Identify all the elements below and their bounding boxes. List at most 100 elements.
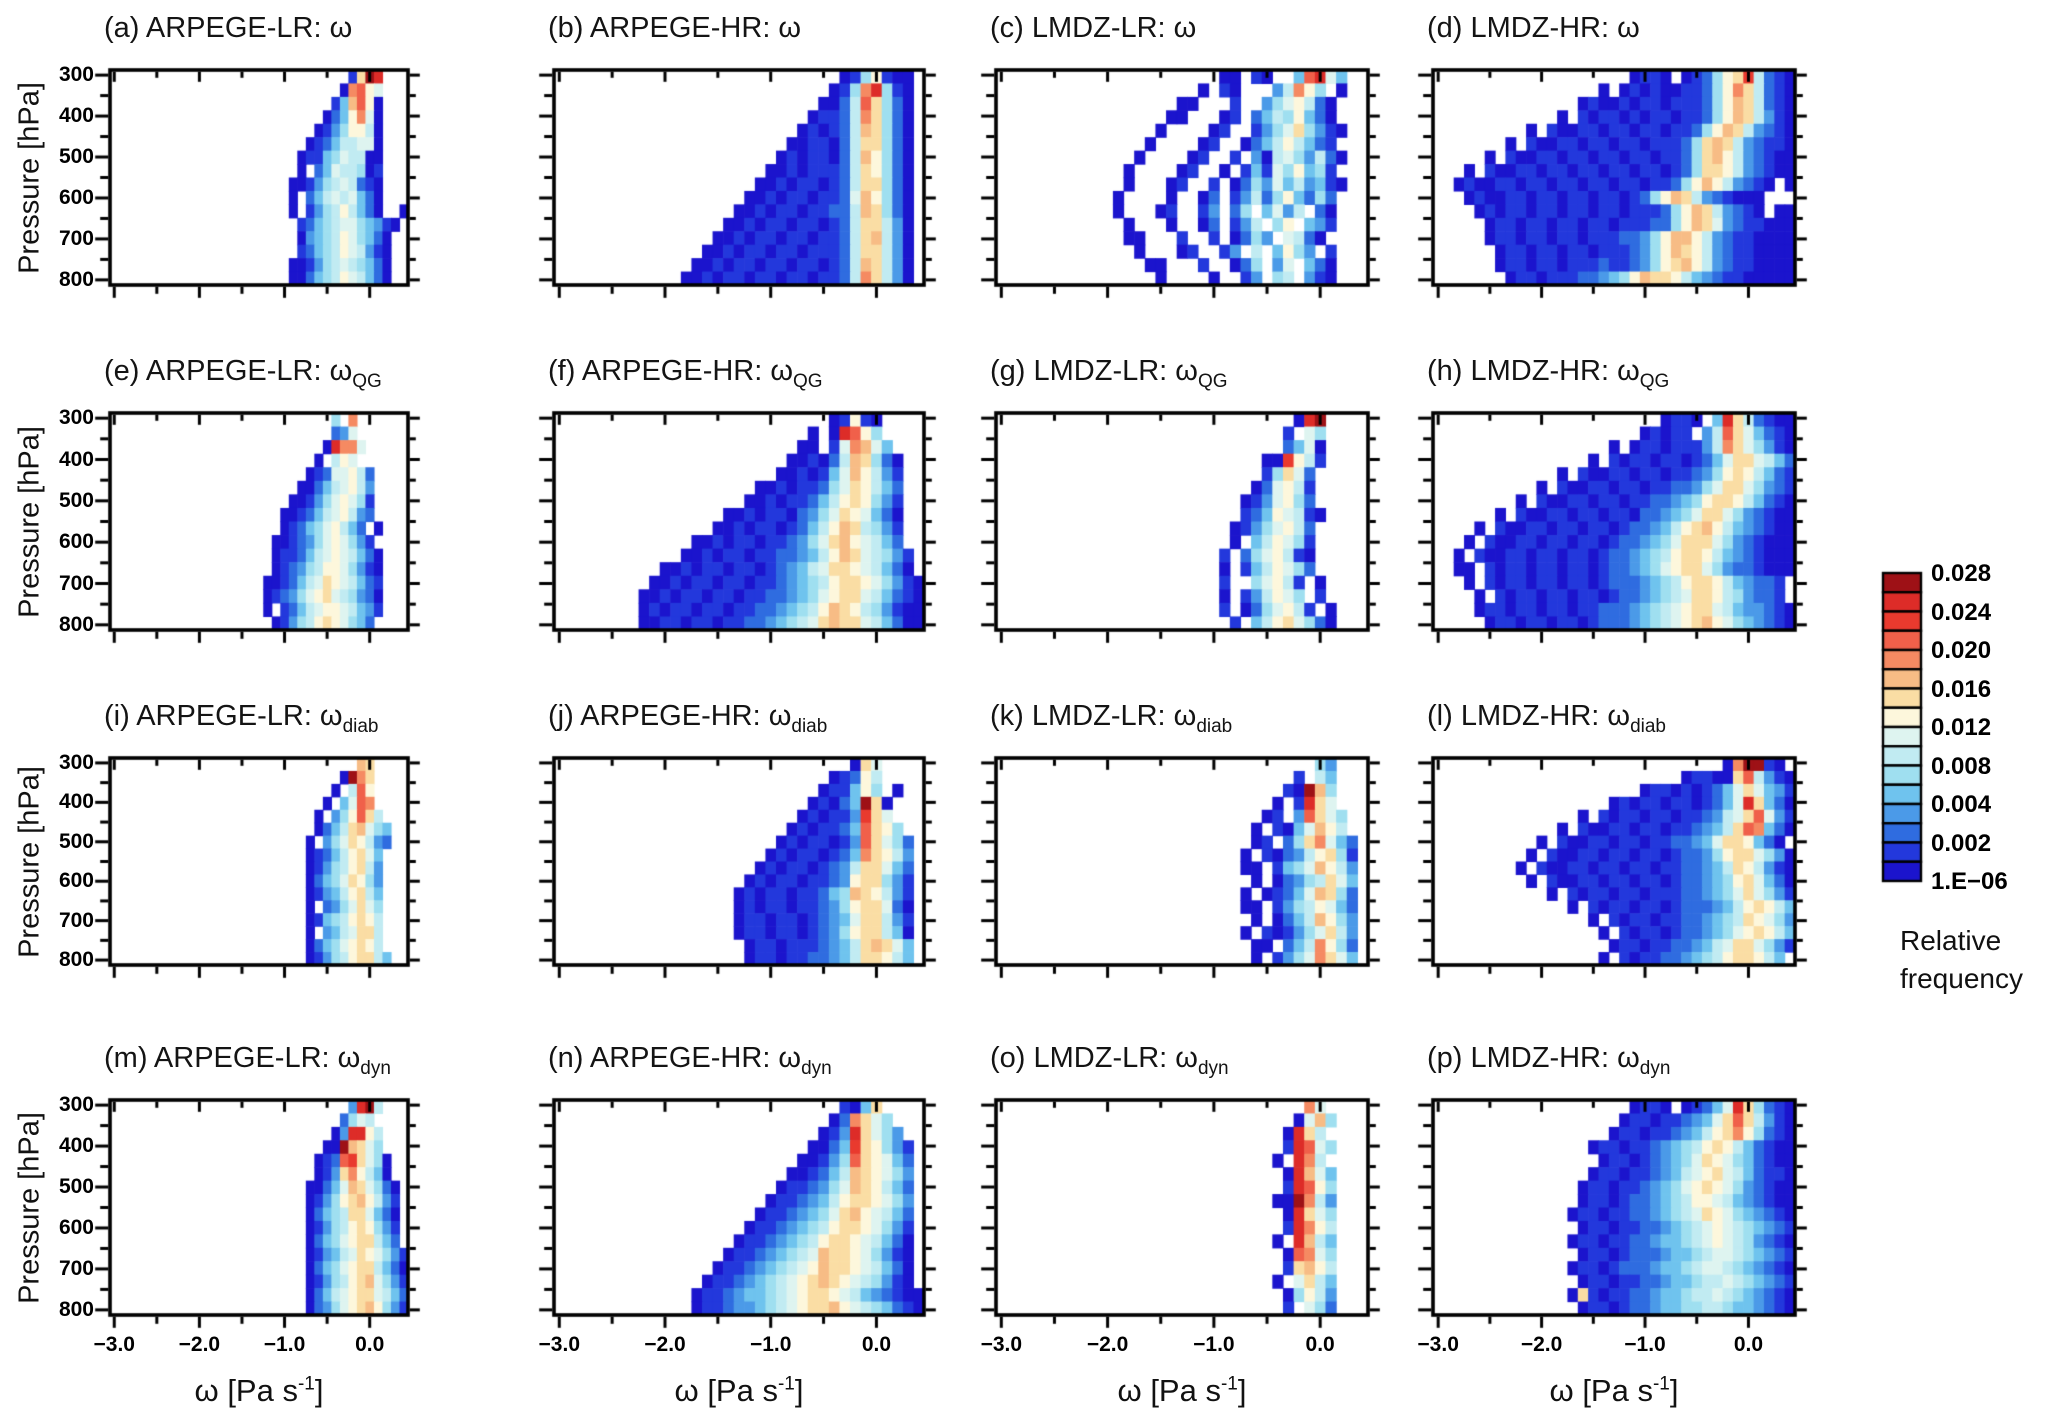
x-tick-label: 0.0 [1733,1333,1764,1356]
x-axis-label-part: -1 [777,1373,795,1395]
panel-title-text: (i) ARPEGE-LR: ω [104,700,343,732]
panel-title-subscript: dyn [801,1058,832,1079]
panel-title-text: (a) ARPEGE-LR: ω [104,12,353,44]
y-axis-label: Pressure [hPa] [13,81,46,274]
colorbar-title: Relative frequency [1900,922,2023,998]
panel-title-text: (g) LMDZ-LR: ω [990,355,1198,387]
y-tick-label: 600 [58,869,94,893]
x-axis-label-part: ] [794,1373,804,1408]
y-tick-label: 500 [58,829,94,853]
panel-title-l: (l) LMDZ-HR: ωdiab [1427,700,1666,738]
panel-title-text: (e) ARPEGE-LR: ω [104,355,353,387]
x-tick-label: −3.0 [538,1333,581,1356]
colorbar-tick-label: 0.028 [1931,560,1992,587]
panel-title-text: (j) ARPEGE-HR: ω [548,700,792,732]
x-axis-label-part: ω [Pa s [1549,1373,1653,1408]
panel-plot-o [978,1082,1386,1333]
panel-plot-h [1415,395,1813,648]
colorbar-tick-label: 0.016 [1931,675,1992,703]
panel-title-subscript: dyn [1197,1058,1229,1079]
colorbar-tick-label: 1.E−06 [1931,868,2008,895]
panel-title-n: (n) ARPEGE-HR: ωdyn [548,1042,832,1080]
y-tick-label: 500 [58,145,94,169]
y-axis-label: Pressure [hPa] [13,765,46,958]
panel-title-h: (h) LMDZ-HR: ωQG [1427,355,1669,393]
y-tick-label: 600 [58,1215,94,1239]
panel-title-subscript: diab [791,716,828,737]
panel-title-c: (c) LMDZ-LR: ω [990,12,1196,45]
x-axis-label: ω [Pa s-1] [195,1373,324,1409]
panel-title-text: (p) LMDZ-HR: ω [1427,1042,1640,1074]
panel-title-o: (o) LMDZ-LR: ωdyn [990,1042,1229,1080]
x-axis-label: ω [Pa s-1] [1118,1373,1247,1409]
x-axis-label-part: ω [Pa s [1117,1373,1221,1408]
y-tick-label: 500 [58,488,94,512]
colorbar-title-line1: Relative [1900,925,2002,956]
y-tick-label: 300 [58,63,94,87]
panel-title-d: (d) LMDZ-HR: ω [1427,12,1640,45]
colorbar-tick-label: 0.008 [1931,752,1992,780]
y-tick-label: 800 [58,267,94,291]
x-tick-label: −2.0 [1520,1333,1563,1356]
panel-plot-n [536,1082,942,1333]
x-tick-label: −3.0 [980,1333,1023,1356]
x-tick-label: 0.0 [355,1333,385,1356]
panel-plot-b [536,52,942,303]
panel-title-text: (m) ARPEGE-LR: ω [104,1042,361,1074]
x-tick-label: −2.0 [1086,1333,1129,1356]
panel-plot-c [978,52,1386,303]
panel-title-text: (f) ARPEGE-HR: ω [548,355,793,387]
panel-title-text: (d) LMDZ-HR: ω [1427,12,1640,44]
y-tick-label: 300 [58,750,94,774]
x-tick-label: −2.0 [178,1333,221,1356]
panel-plot-i [92,740,426,983]
y-axis-label: Pressure [hPa] [13,425,46,618]
y-tick-label: 300 [58,406,94,430]
y-tick-label: 400 [58,104,94,128]
panel-plot-f [536,395,942,648]
panel-title-text: (n) ARPEGE-HR: ω [548,1042,802,1074]
x-tick-label: −3.0 [93,1333,135,1356]
panel-title-subscript: QG [1197,371,1228,392]
panel-title-text: (c) LMDZ-LR: ω [990,12,1197,44]
colorbar-tick-label: 0.002 [1931,829,1992,857]
y-tick-label: 700 [58,908,94,932]
panel-title-text: (b) ARPEGE-HR: ω [548,12,802,44]
y-tick-label: 700 [58,571,94,595]
panel-plot-l [1415,740,1813,983]
panel-title-f: (f) ARPEGE-HR: ωQG [548,355,823,393]
colorbar-scale [1879,569,1925,885]
panel-title-text: (h) LMDZ-HR: ω [1427,355,1640,387]
panel-title-g: (g) LMDZ-LR: ωQG [990,355,1228,393]
x-tick-label: −3.0 [1417,1333,1459,1356]
x-axis-label-part: ] [1237,1373,1247,1408]
panel-title-subscript: diab [342,716,379,737]
x-axis-label-part: -1 [297,1373,315,1395]
x-axis-label-part: ] [314,1373,324,1408]
panel-plot-k [978,740,1386,983]
panel-plot-g [978,395,1386,648]
x-axis-label-part: -1 [1652,1373,1670,1395]
panel-title-subscript: QG [793,371,823,392]
y-tick-label: 600 [58,185,94,209]
panel-plot-m [92,1082,426,1333]
y-tick-label: 400 [58,447,94,471]
x-axis-label: ω [Pa s-1] [1550,1373,1679,1409]
x-tick-label: −1.0 [263,1333,306,1356]
x-axis-label-part: -1 [1220,1373,1238,1395]
colorbar-tick-label: 0.012 [1931,714,1992,741]
panel-title-a: (a) ARPEGE-LR: ω [104,12,352,45]
y-axis-label: Pressure [hPa] [13,1111,46,1304]
panel-plot-d [1415,52,1813,303]
x-tick-label: −2.0 [644,1333,686,1356]
x-axis-label-part: ] [1669,1373,1679,1408]
x-tick-label: 0.0 [861,1333,892,1356]
y-tick-label: 400 [58,790,94,814]
panel-title-e: (e) ARPEGE-LR: ωQG [104,355,382,393]
y-tick-label: 800 [58,612,94,636]
colorbar-title-line2: frequency [1900,963,2023,994]
panel-title-m: (m) ARPEGE-LR: ωdyn [104,1042,391,1080]
x-axis-label-part: ω [Pa s [194,1373,298,1408]
y-tick-label: 600 [58,530,94,554]
